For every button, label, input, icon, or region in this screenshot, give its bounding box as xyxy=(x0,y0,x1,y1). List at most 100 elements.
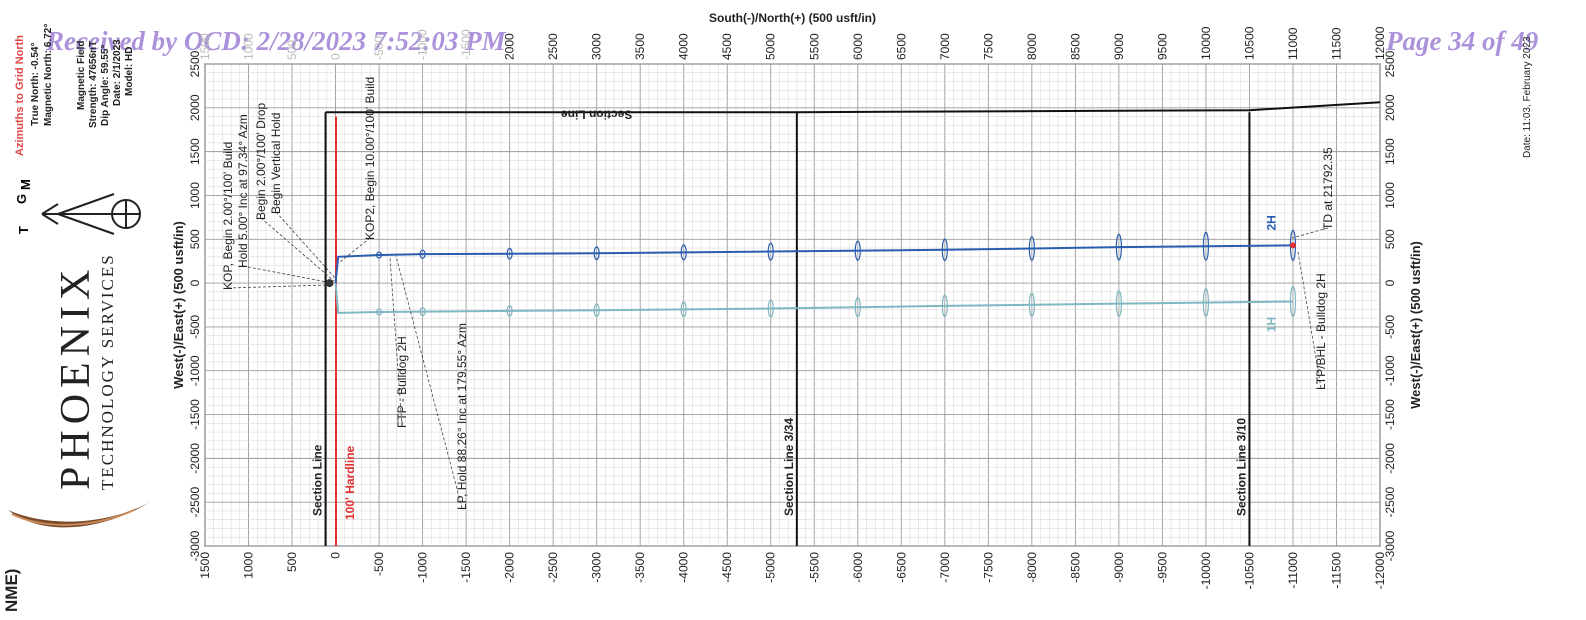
bottom-tick-label: 500 xyxy=(285,552,299,572)
top-tick-label: 11000 xyxy=(1286,27,1300,60)
top-tick-label: 7000 xyxy=(938,33,952,60)
bottom-tick-label: -10500 xyxy=(1242,552,1256,590)
series-label-1H: 1H xyxy=(1265,317,1279,332)
right-axis-title: West(-)/East(+) (500 usft/in) xyxy=(1408,241,1423,409)
right-tick-label: 1000 xyxy=(1383,182,1397,209)
bottom-tick-label: -9000 xyxy=(1112,552,1126,583)
bottom-tick-label: -7000 xyxy=(938,552,952,583)
top-tick-label: -1500 xyxy=(459,29,473,60)
phoenix-swoosh-icon xyxy=(8,502,150,528)
left-tick-label: 1000 xyxy=(188,182,202,209)
annotation-label: LTP/BHL - Bulldog 2H xyxy=(1314,273,1328,390)
right-tick-label: -1500 xyxy=(1383,399,1397,430)
section-line-label: Section Line xyxy=(311,444,325,516)
top-tick-label: 9000 xyxy=(1112,33,1126,60)
top-tick-label: 5500 xyxy=(807,33,821,60)
bottom-tick-label: 0 xyxy=(329,552,343,559)
bottom-tick-label: -1000 xyxy=(416,552,430,583)
top-tick-label: 10500 xyxy=(1242,26,1256,60)
bottom-tick-label: -3500 xyxy=(633,552,647,583)
bottom-tick-label: -11000 xyxy=(1286,552,1300,589)
right-tick-label: 0 xyxy=(1383,279,1397,286)
annotation-label: Begin 2.00°/100' Drop xyxy=(254,103,268,220)
right-tick-label: 1500 xyxy=(1383,138,1397,165)
series-line-2H xyxy=(334,244,1293,284)
uncertainty-ellipse xyxy=(1028,292,1035,318)
bottom-tick-label: -10000 xyxy=(1199,552,1213,590)
top-tick-label: 4500 xyxy=(720,33,734,60)
annotation-leader xyxy=(1291,227,1329,239)
top-tick-label: 3000 xyxy=(590,33,604,60)
uncertainty-ellipse xyxy=(506,305,513,317)
left-tick-label: 2500 xyxy=(188,50,202,77)
bottom-tick-label: -3000 xyxy=(590,552,604,583)
top-tick-label: 4000 xyxy=(677,33,691,60)
bottom-tick-label: 1500 xyxy=(198,552,212,579)
series-line-1H xyxy=(334,283,1293,314)
bottom-tick-label: -7500 xyxy=(981,552,995,583)
annotation-leader xyxy=(395,255,463,509)
annotation-label: Hold 5.00° Inc at 97.34° Azm xyxy=(236,114,250,268)
uncertainty-ellipse xyxy=(419,306,426,317)
left-tick-label: -1500 xyxy=(188,399,202,430)
bhl-marker xyxy=(1289,242,1296,249)
uncertainty-ellipse xyxy=(1202,287,1210,318)
bottom-tick-label: -6500 xyxy=(894,552,908,583)
surface-location-marker xyxy=(325,279,334,288)
bottom-tick-label: -6000 xyxy=(851,552,865,583)
bottom-tick-label: -8500 xyxy=(1068,552,1082,583)
annotation-label: LP, Hold 88.26° Inc at 179.55° Azm xyxy=(455,323,469,510)
top-tick-label: 2500 xyxy=(546,33,560,60)
arrow-letter-t: T xyxy=(16,226,31,234)
series-label-2H: 2H xyxy=(1265,215,1279,230)
top-tick-label: 10000 xyxy=(1199,26,1213,60)
bottom-tick-label: -12000 xyxy=(1373,552,1387,590)
uncertainty-ellipse xyxy=(1289,285,1297,318)
right-tick-label: -3000 xyxy=(1383,530,1397,561)
top-tick-label: 6500 xyxy=(894,33,908,60)
top-tick-label: 7500 xyxy=(981,33,995,60)
uncertainty-ellipse xyxy=(1028,236,1035,261)
top-tick-label: 9500 xyxy=(1155,33,1169,60)
bottom-tick-label: -8000 xyxy=(1025,552,1039,583)
annotation-leader xyxy=(389,257,403,427)
top-section-line xyxy=(325,101,1381,114)
left-tick-label: -500 xyxy=(188,315,202,339)
uncertainty-ellipse xyxy=(680,244,687,261)
top-tick-label: 8500 xyxy=(1068,33,1082,60)
arrow-letter-m: M xyxy=(18,179,33,190)
bottom-tick-label: -500 xyxy=(372,552,386,576)
annotation-label: Begin Vertical Hold xyxy=(269,113,283,214)
arrow-letter-g: G xyxy=(14,194,29,204)
uncertainty-ellipse xyxy=(375,308,383,316)
top-tick-label: -1000 xyxy=(416,29,430,60)
left-tick-label: -3000 xyxy=(188,530,202,561)
section-top-label: Section Line xyxy=(561,107,633,121)
left-tick-label: -2000 xyxy=(188,443,202,474)
uncertainty-ellipse xyxy=(680,301,687,318)
top-tick-label: -500 xyxy=(372,36,386,60)
top-tick-label: 11500 xyxy=(1329,27,1343,60)
left-tick-label: 2000 xyxy=(188,94,202,121)
annotation-leader xyxy=(227,284,331,289)
top-tick-label: 1500 xyxy=(198,33,212,60)
right-tick-label: -500 xyxy=(1383,315,1397,339)
uncertainty-ellipse xyxy=(593,303,600,318)
section-line-label: Section Line 3/34 xyxy=(782,418,796,516)
uncertainty-ellipse xyxy=(375,251,383,259)
section-line-label: Section Line 3/10 xyxy=(1234,418,1248,516)
bottom-tick-label: -11500 xyxy=(1329,552,1343,589)
uncertainty-ellipse xyxy=(854,240,861,261)
bottom-tick-label: -5500 xyxy=(807,552,821,583)
bottom-tick-label: -1500 xyxy=(459,552,473,583)
top-tick-label: 6000 xyxy=(851,33,865,60)
uncertainty-ellipse xyxy=(1202,231,1210,261)
right-tick-label: 500 xyxy=(1383,229,1397,249)
top-tick-label: 5000 xyxy=(764,33,778,60)
left-tick-label: -2500 xyxy=(188,487,202,518)
hardline-label: 100' Hardline xyxy=(343,445,357,520)
top-axis-title: South(-)/North(+) (500 usft/in) xyxy=(709,11,876,25)
top-tick-label: 8000 xyxy=(1025,33,1039,60)
